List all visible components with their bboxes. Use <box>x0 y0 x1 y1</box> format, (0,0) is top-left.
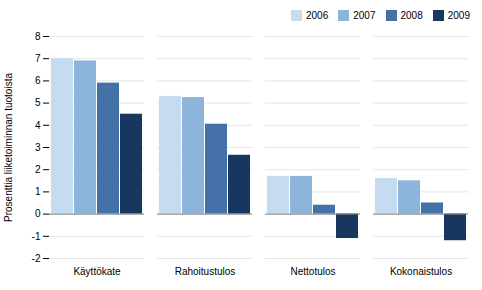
svg-text:Nettotulos: Nettotulos <box>290 266 335 277</box>
svg-text:7: 7 <box>35 53 41 64</box>
svg-text:Prosenttia liiketoiminnan tuot: Prosenttia liiketoiminnan tuotoista <box>3 73 14 222</box>
html-text:2007: 2007 <box>353 9 376 21</box>
svg-text:8: 8 <box>35 31 41 42</box>
svg-text:-2: -2 <box>32 253 41 264</box>
svg-text:2: 2 <box>35 164 41 175</box>
svg-text:1: 1 <box>35 186 41 197</box>
svg-text:3: 3 <box>35 142 41 153</box>
svg-text:Käyttökate: Käyttökate <box>73 266 121 277</box>
svg-text:Kokonaistulos: Kokonaistulos <box>390 266 452 277</box>
svg-text:4: 4 <box>35 120 41 131</box>
svg-text:6: 6 <box>35 75 41 86</box>
html-text:2009: 2009 <box>447 9 470 21</box>
svg-text:Rahoitustulos: Rahoitustulos <box>175 266 236 277</box>
html-text:2006: 2006 <box>306 9 329 21</box>
html-text:2008: 2008 <box>400 9 423 21</box>
svg-text:0: 0 <box>35 208 41 219</box>
svg-text:-1: -1 <box>32 231 41 242</box>
svg-text:5: 5 <box>35 97 41 108</box>
